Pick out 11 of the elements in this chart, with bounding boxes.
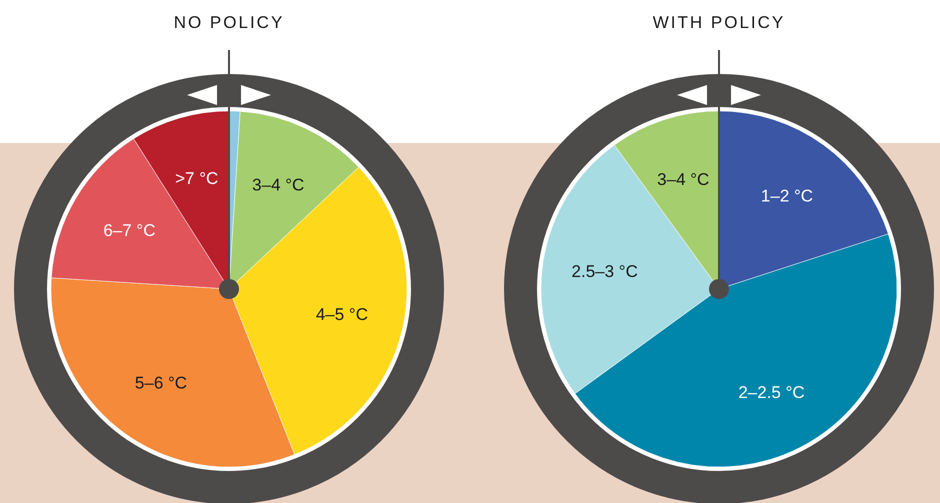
chart-title: NO POLICY (174, 13, 284, 32)
slice-label: 3–4 °C (657, 170, 710, 189)
slice-label: 5–6 °C (134, 374, 188, 393)
slice-label: >7 °C (175, 168, 218, 188)
slice-label: 1–2 °C (760, 186, 814, 206)
slice-label: 4–5 °C (316, 305, 368, 324)
chart-title: WITH POLICY (652, 13, 786, 32)
slice-label: 6–7 °C (103, 221, 156, 240)
slice-label: 2–2.5 °C (738, 383, 805, 402)
slice-label: 2.5–3 °C (572, 262, 638, 281)
slice-label: 3–4 °C (252, 175, 304, 194)
